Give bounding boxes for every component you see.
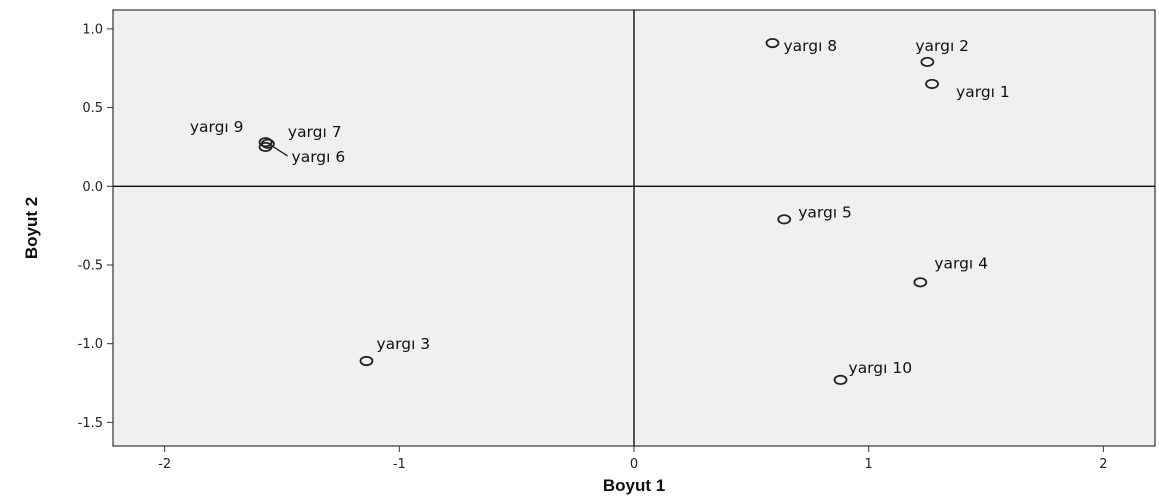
x-tick-label: -1 [393, 457, 406, 472]
data-points [258, 37, 939, 385]
data-point [833, 374, 848, 385]
point-label: yargı 4 [934, 254, 988, 272]
y-tick-label: -1.0 [78, 337, 103, 352]
x-axis-title: Boyut 1 [603, 476, 665, 495]
data-point [260, 138, 275, 149]
point-label: yargı 2 [915, 37, 969, 55]
reference-lines [113, 10, 1155, 446]
x-tick-label: 0 [630, 457, 638, 472]
data-point [925, 78, 939, 90]
x-tick-label: 2 [1099, 457, 1107, 472]
data-point [913, 277, 928, 288]
point-label: yargı 7 [288, 123, 342, 141]
data-point [359, 355, 374, 367]
y-tick-label: -1.5 [78, 416, 103, 431]
x-tick-label: 1 [865, 457, 873, 472]
point-label: yargı 8 [783, 37, 837, 55]
y-axis-title: Boyut 2 [22, 197, 41, 259]
point-label: yargı 1 [956, 83, 1010, 101]
y-tick-label: 0.5 [82, 101, 103, 116]
data-point [777, 214, 792, 225]
point-label: yargı 6 [292, 148, 346, 166]
data-point [920, 56, 935, 68]
point-label: yargı 10 [849, 359, 913, 377]
x-axis: -2 -1 0 1 2 [158, 446, 1108, 472]
point-label: yargı 9 [190, 118, 244, 136]
data-point [765, 37, 780, 49]
y-tick-label: 0.0 [82, 180, 103, 195]
y-tick-label: 1.0 [82, 22, 103, 37]
y-axis: 1.0 0.5 0.0 -0.5 -1.0 -1.5 [78, 22, 113, 431]
label-leader-line [270, 144, 288, 157]
data-point [258, 137, 273, 148]
x-tick-label: -2 [158, 457, 171, 472]
y-tick-label: -0.5 [78, 258, 103, 273]
point-labels: yargı 1 yargı 2 yargı 3 yargı 4 yargı 5 yargı… [190, 37, 1010, 377]
point-label: yargı 3 [376, 335, 430, 353]
point-label: yargı 5 [798, 203, 852, 221]
